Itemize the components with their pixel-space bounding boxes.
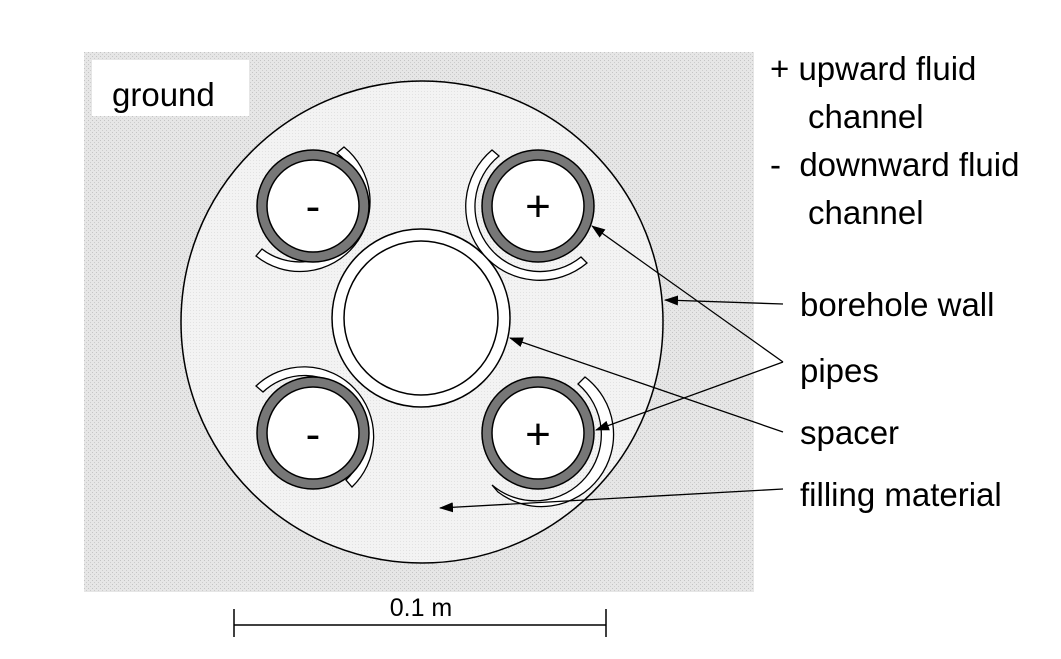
pipe-sign-bottom-left: - (306, 410, 321, 459)
pipe-clip-bottom-right (491, 376, 615, 508)
label-pipes: pipes (800, 352, 879, 389)
pipe-top-left: - (256, 149, 370, 263)
pipe-bottom-right: + (481, 376, 595, 490)
ground-label: ground (112, 76, 215, 113)
label-borehole-wall: borehole wall (800, 286, 994, 323)
pipe-sign-top-left: - (306, 182, 321, 231)
pipe-top-right: + (481, 149, 595, 263)
arrow-filling-material (439, 488, 784, 513)
ground-label-box (92, 60, 249, 116)
pipe-clip-top-right (465, 149, 588, 281)
legend-downward-line2: channel (808, 194, 924, 231)
arrow-pipes-upper (591, 225, 784, 363)
legend-downward-line1: - downward fluid (770, 146, 1019, 183)
arrow-borehole-wall (664, 295, 784, 306)
arrow-spacer (509, 337, 784, 433)
legend-upward-line1: + upward fluid (770, 50, 976, 87)
pipe-bottom-left: - (256, 376, 370, 490)
legend-upward-line2: channel (808, 98, 924, 135)
label-spacer: spacer (800, 414, 899, 451)
spacer-inner (343, 240, 499, 396)
label-filling-material: filling material (800, 476, 1002, 513)
pipe-sign-bottom-right: + (525, 410, 551, 459)
arrow-pipes-lower (595, 361, 784, 431)
scale-bar: 0.1 m (233, 594, 607, 637)
scale-bar-label: 0.1 m (390, 594, 453, 622)
pipe-sign-top-right: + (525, 182, 551, 231)
